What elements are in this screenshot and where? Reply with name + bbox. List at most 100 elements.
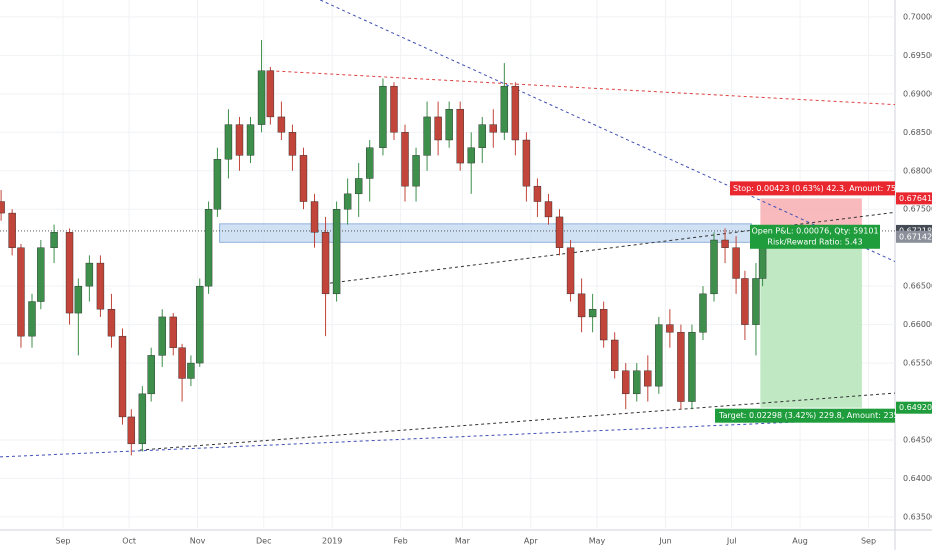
x-tick-label: Oct (122, 537, 136, 546)
candle-body (721, 239, 729, 248)
candle-body (118, 335, 127, 418)
candle-body (533, 185, 542, 202)
price-tag: 0.64920 (899, 403, 932, 412)
price-tag: 0.67142 (899, 232, 932, 241)
candle-body (178, 347, 186, 379)
candle-body (169, 316, 177, 348)
target-label-box (715, 408, 895, 423)
price-tag: 0.67641 (899, 194, 932, 203)
candle-body (566, 247, 575, 295)
x-tick-label: Feb (394, 537, 408, 546)
target-zone (760, 236, 862, 408)
candle-body (434, 116, 442, 141)
candle-body (8, 212, 16, 248)
candle-body (666, 324, 674, 333)
candle-body (204, 209, 213, 287)
candle-body (390, 85, 398, 133)
x-tick-label: Jul (726, 537, 737, 546)
candle-body (28, 301, 36, 337)
candle-body (224, 124, 233, 160)
pnl-box (750, 224, 880, 249)
candle-body (17, 247, 25, 337)
candle-body (577, 293, 586, 318)
zone (219, 223, 753, 243)
price-tag-box (896, 192, 932, 205)
candle-body (644, 370, 652, 387)
x-tick-label: 2019 (322, 537, 342, 546)
candle-body (544, 201, 553, 218)
candle-body (0, 201, 5, 214)
candle-body (500, 85, 509, 133)
trend-line (0, 417, 896, 458)
trend-line (329, 211, 896, 284)
stop-label-box (730, 181, 895, 196)
candle-body (511, 85, 520, 141)
candle-body (288, 132, 297, 156)
x-tick-label: Dec (256, 537, 271, 546)
candle-body (187, 362, 195, 379)
candle-body (699, 293, 707, 333)
candle-body (456, 109, 464, 164)
candle-body (588, 309, 597, 318)
candle-body (522, 139, 531, 187)
candle-body (599, 309, 608, 341)
candle-body (655, 324, 663, 387)
candle-body (107, 309, 116, 337)
candle-body (299, 155, 308, 202)
candle-body (365, 147, 374, 179)
candle-body (622, 370, 630, 395)
candle-body (127, 416, 136, 445)
candle-body (158, 316, 166, 356)
candle-body (401, 132, 409, 187)
candle-body (633, 370, 641, 395)
x-tick-label: Apr (524, 537, 539, 546)
candle-body (732, 247, 740, 279)
candle-body (74, 285, 83, 314)
candle-body (610, 339, 619, 371)
x-tick-label: Sep (55, 537, 70, 546)
price-tag-box (896, 230, 932, 243)
price-tag-box (896, 401, 932, 414)
candle-body (343, 193, 352, 210)
candle-body (555, 216, 564, 248)
candle-body (752, 278, 760, 325)
candle-body (246, 124, 255, 156)
candle-body (741, 278, 749, 325)
candle-body (147, 355, 155, 395)
candle-body (85, 262, 94, 287)
candle-body (50, 232, 58, 248)
x-tick-label: May (589, 537, 606, 546)
trend-line (140, 392, 896, 451)
y-tick-label: 0.63500 (903, 512, 932, 521)
x-tick-label: Nov (190, 537, 206, 546)
target-label: Target: 0.02298 (3.42%) 229.8, Amount: 2… (718, 411, 904, 420)
candle-body (37, 247, 45, 302)
candle-body (677, 332, 685, 402)
candle-body (379, 85, 387, 148)
candle-body (445, 109, 453, 141)
candle-body (354, 178, 363, 195)
candle-body (213, 159, 222, 210)
candle-body (467, 147, 475, 164)
candle-body (478, 124, 486, 148)
candle-body (489, 124, 497, 133)
trend-line (270, 70, 896, 106)
candle-body (710, 239, 718, 295)
candle-body (277, 116, 286, 133)
pnl-label: Open P&L: 0.00076, Qty: 59101 (751, 226, 878, 235)
candle-body (257, 70, 266, 125)
stop-label: Stop: 0.00423 (0.63%) 42.3, Amount: 750 (733, 184, 901, 193)
candle-body (423, 116, 431, 156)
candle-body (235, 124, 244, 156)
candle-body (688, 332, 696, 402)
candle-body (138, 393, 147, 445)
